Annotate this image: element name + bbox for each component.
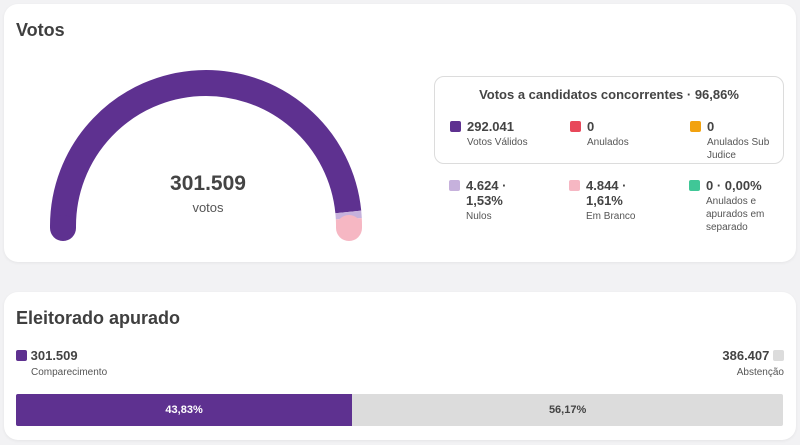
- total-votes: 301.509: [170, 172, 246, 195]
- sub-judice-label: Anulados Sub Judice: [707, 137, 770, 161]
- sub-judice-swatch: [690, 121, 701, 132]
- valid-swatch: [450, 121, 461, 132]
- total-votes-unit: votos: [192, 200, 224, 215]
- nullified-value: 0: [587, 119, 595, 134]
- nullified-label: Anulados: [587, 137, 629, 148]
- separate-votes-value: 0 · 0,00%: [706, 178, 762, 193]
- turnout-swatch: [16, 350, 27, 361]
- gauge-cap-start: [50, 215, 76, 241]
- valid-votes-label: Votos Válidos: [467, 137, 528, 148]
- turnout-bar-segment: 43,83%: [16, 394, 353, 426]
- abstention-value: 386.407: [722, 348, 770, 363]
- abstention-label: Abstenção: [736, 367, 784, 378]
- stat-valid-votes: 292.041 Votos Válidos: [450, 119, 560, 149]
- nullified-swatch: [570, 121, 581, 132]
- null-votes-value: 4.624 · 1,53%: [466, 178, 507, 208]
- abstention-swatch: [773, 350, 784, 361]
- valid-votes-value: 292.041: [467, 119, 514, 134]
- gauge-arc-valid: [50, 70, 362, 227]
- votes-gauge: [50, 70, 362, 241]
- stat-nullified: 0 Anulados: [570, 119, 680, 149]
- sub-judice-value: 0: [707, 119, 715, 134]
- electorate-title: Eleitorado apurado: [16, 308, 181, 328]
- turnout-value: 301.509: [30, 348, 78, 363]
- stat-separate-votes: 0 · 0,00% Anulados e apurados em separad…: [689, 178, 781, 234]
- turnout-legend: 301.509 Comparecimento: [16, 348, 107, 378]
- null-votes-label: Nulos: [466, 211, 492, 222]
- stat-sub-judice: 0 Anulados Sub Judice: [690, 119, 774, 162]
- electorate-bar: 43,83% 56,17%: [16, 394, 783, 426]
- votes-title: Votos: [16, 20, 65, 40]
- electorate-card: Eleitorado apurado 301.509 Compareciment…: [4, 292, 796, 440]
- votes-card: Votos 301.509 votos Votos a candidatos c…: [4, 4, 796, 262]
- candidates-box-title: Votos a candidatos concorrentes · 96,86%: [479, 87, 739, 102]
- stat-blank-votes: 4.844 · 1,61% Em Branco: [569, 178, 659, 223]
- null-swatch: [449, 180, 460, 191]
- blank-swatch: [569, 180, 580, 191]
- blank-votes-value: 4.844 · 1,61%: [586, 178, 627, 208]
- abstention-percent: 56,17%: [548, 404, 587, 416]
- separate-votes-label: Anulados e apurados em separado: [706, 196, 765, 233]
- blank-votes-label: Em Branco: [586, 211, 636, 222]
- gauge-cap-end: [336, 215, 362, 241]
- candidates-box: Votos a candidatos concorrentes · 96,86%…: [434, 76, 784, 164]
- abstention-legend: 386.407 Abstenção: [722, 348, 784, 378]
- turnout-percent: 43,83%: [165, 404, 203, 416]
- turnout-label: Comparecimento: [31, 367, 108, 378]
- stat-null-votes: 4.624 · 1,53% Nulos: [449, 178, 539, 223]
- abstention-bar-segment: 56,17%: [352, 394, 783, 426]
- separate-swatch: [689, 180, 700, 191]
- gauge-center: 301.509 votos: [108, 172, 308, 215]
